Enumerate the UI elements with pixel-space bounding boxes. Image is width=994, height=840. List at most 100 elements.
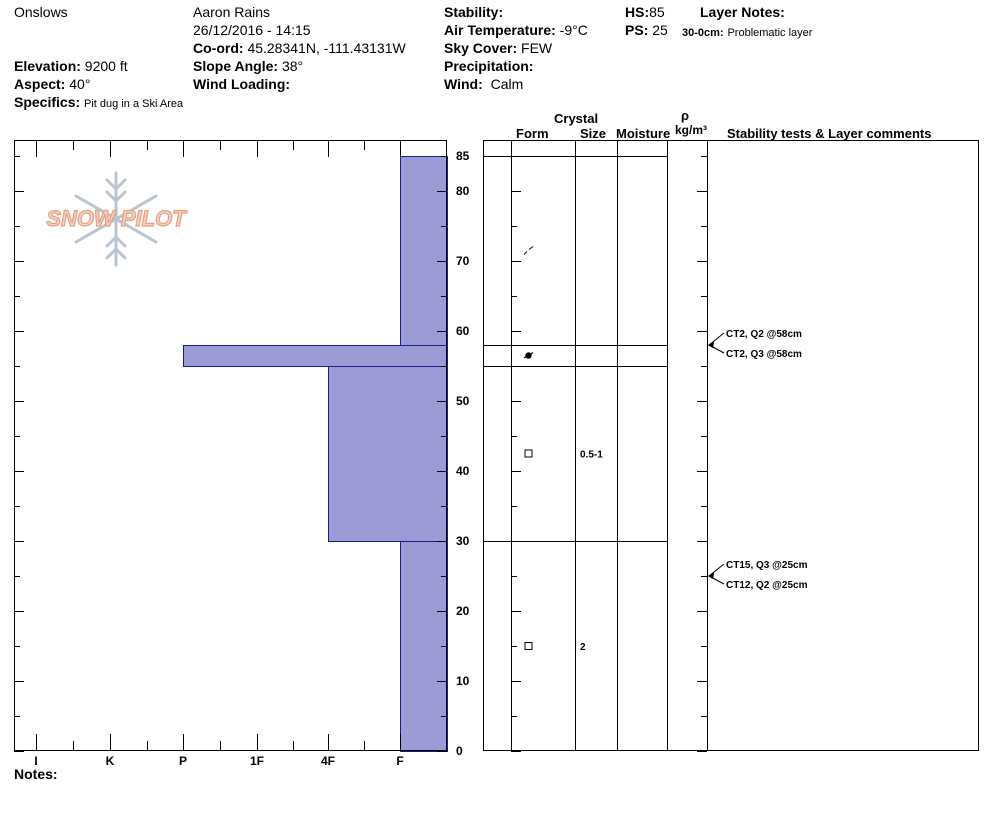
hardness-frame xyxy=(14,140,447,751)
graupel-icon-stroke xyxy=(523,351,534,359)
slope-value: 38° xyxy=(281,58,304,74)
coordinates: Co-ord: 45.28341N, -111.43131W xyxy=(193,40,406,57)
stability-tests: CT15, Q3 @25cm CT12, Q2 @25cm CT2, Q2 @58c… xyxy=(708,329,808,591)
depth-label-80: 80 xyxy=(456,184,470,198)
hardness-label-F: F xyxy=(396,754,403,768)
faceted-crystals-icon xyxy=(524,449,533,458)
layer-table xyxy=(483,140,979,751)
crystal-header: Crystal xyxy=(554,111,599,126)
specifics-label: Specifics: xyxy=(14,94,81,110)
layer-boundaries xyxy=(483,156,667,542)
decomposing-fragments-icon-b xyxy=(528,246,534,250)
crystal-size: 2 xyxy=(580,642,586,653)
stability-test: CT2, Q3 @58cm xyxy=(708,342,802,360)
slope-label: Slope Angle: xyxy=(193,58,279,74)
stability-test-label: CT2, Q3 @58cm xyxy=(726,349,802,360)
layer-note-range: 30-0cm: xyxy=(682,27,724,39)
location-name: Onslows xyxy=(14,4,68,20)
air-temp-value: -9°C xyxy=(559,22,588,38)
stability-test: CT2, Q2 @58cm xyxy=(708,329,802,348)
sky-label: Sky Cover: xyxy=(444,40,518,56)
coord-label: Co-ord: xyxy=(193,40,244,56)
density-unit-header: kg/m³ xyxy=(675,123,708,137)
hardness-label-1F: 1F xyxy=(250,754,264,768)
comments-header: Stability tests & Layer comments xyxy=(727,126,932,141)
moisture-header: Moisture xyxy=(616,126,671,141)
arrow-icon xyxy=(708,573,714,579)
wind: Wind: Calm xyxy=(444,76,523,93)
depth-label-85: 85 xyxy=(456,149,470,163)
hs-label: HS: xyxy=(625,4,650,20)
hardness-axis: I K P 1F 4F F xyxy=(34,140,404,768)
hardness-label-4F: 4F xyxy=(321,754,335,768)
ps-label: PS: xyxy=(625,22,649,38)
pit-depth: PS: 25 xyxy=(625,22,668,39)
depth-label-50: 50 xyxy=(456,394,470,408)
layer-table-frame xyxy=(483,140,979,751)
stability-test: CT12, Q2 @25cm xyxy=(708,573,808,591)
air-temperature: Air Temperature: -9°C xyxy=(444,22,588,39)
depth-label-40: 40 xyxy=(456,464,470,478)
size-header: Size xyxy=(580,126,607,141)
form-header: Form xyxy=(516,126,549,141)
wind-label: Wind: xyxy=(444,76,483,92)
sky-cover: Sky Cover: FEW xyxy=(444,40,552,57)
ps-value: 25 xyxy=(652,22,668,38)
crystal-2: 0.5-1 xyxy=(524,449,603,461)
rho-header: ρ xyxy=(681,108,690,123)
specifics-value: Pit dug in a Ski Area xyxy=(84,98,184,110)
stability-test-leader xyxy=(708,563,725,577)
stability-test-leader xyxy=(708,332,725,346)
crystal-0 xyxy=(523,246,534,255)
aspect-label: Aspect: xyxy=(14,76,66,92)
decomposing-fragments-icon-a xyxy=(523,251,528,255)
observation-datetime: 26/12/2016 - 14:15 xyxy=(193,22,311,38)
depth-axis: 0 10 20 30 40 50 60 70 80 85 xyxy=(14,149,707,758)
stability-test: CT15, Q3 @25cm xyxy=(708,560,808,579)
observer-name: Aaron Rains xyxy=(193,4,271,20)
layer-note: 30-0cm: Problematic layer xyxy=(682,23,812,42)
notes-label: Notes: xyxy=(14,766,58,782)
sky-value: FEW xyxy=(521,40,553,56)
coord-value: 45.28341N, -111.43131W xyxy=(247,40,406,56)
stability-test-label: CT12, Q2 @25cm xyxy=(726,580,808,591)
wind-loading-label: Wind Loading: xyxy=(193,76,291,92)
precipitation: Precipitation: xyxy=(444,58,533,75)
slope-angle: Slope Angle: 38° xyxy=(193,58,303,75)
depth-label-0: 0 xyxy=(456,744,463,758)
stability-label: Stability: xyxy=(444,4,504,20)
faceted-crystals-icon xyxy=(524,642,533,650)
hardness-label-K: K xyxy=(106,754,115,768)
aspect-value: 40° xyxy=(69,76,91,92)
arrow-icon xyxy=(708,342,714,348)
hardness-bar-0 xyxy=(400,156,448,346)
hardness-bar-3 xyxy=(400,541,448,752)
hardness-bar-1 xyxy=(183,345,448,367)
crystal-1 xyxy=(523,351,534,359)
hs-value: 85 xyxy=(649,4,665,20)
elevation-value: 9200 ft xyxy=(84,58,128,74)
hardness-bar-2 xyxy=(328,366,448,542)
air-temp-label: Air Temperature: xyxy=(444,22,556,38)
layer-notes-label: Layer Notes: xyxy=(700,4,785,20)
depth-label-70: 70 xyxy=(456,254,470,268)
crystal-size: 0.5-1 xyxy=(580,450,603,461)
specifics: Specifics: Pit dug in a Ski Area xyxy=(14,94,183,113)
depth-label-30: 30 xyxy=(456,534,470,548)
snow-height: HS:85 xyxy=(625,4,665,21)
elevation: Elevation: 9200 ft xyxy=(14,58,128,75)
layer-note-text: Problematic layer xyxy=(727,27,813,39)
stability: Stability: xyxy=(444,4,503,21)
wind-value: Calm xyxy=(490,76,524,92)
hardness-label-I: I xyxy=(34,754,37,768)
aspect: Aspect: 40° xyxy=(14,76,90,93)
elevation-label: Elevation: xyxy=(14,58,81,74)
depth-label-60: 60 xyxy=(456,324,470,338)
depth-label-20: 20 xyxy=(456,604,470,618)
hardness-label-P: P xyxy=(179,754,187,768)
hardness-profile xyxy=(183,156,448,752)
stability-test-label: CT15, Q3 @25cm xyxy=(726,560,808,571)
depth-label-10: 10 xyxy=(456,674,470,688)
crystal-symbols: 0.5-1 2 xyxy=(523,246,603,653)
